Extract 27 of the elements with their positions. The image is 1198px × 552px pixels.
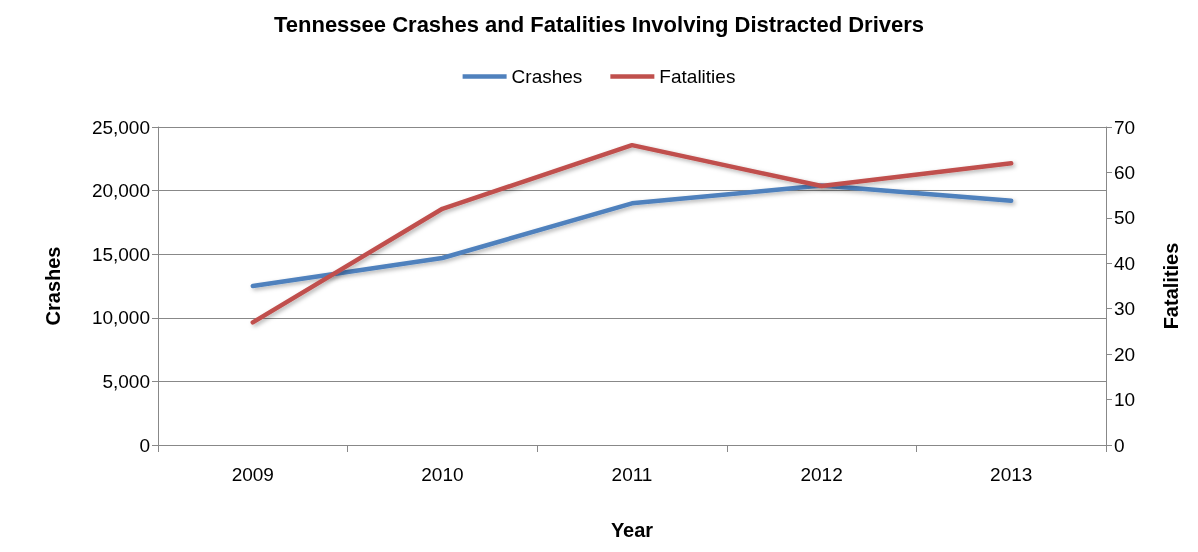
x-tick-label: 2010 bbox=[421, 464, 464, 485]
x-axis-title: Year bbox=[610, 519, 654, 541]
y2-tick-label: 10 bbox=[1114, 389, 1136, 411]
y2-tick-label: 0 bbox=[1114, 434, 1125, 456]
y2-tick-label: 20 bbox=[1114, 343, 1136, 365]
x-tick-label: 2011 bbox=[611, 464, 653, 485]
y-tick-label: 0 bbox=[139, 434, 150, 456]
y2-tick-label: 70 bbox=[1114, 116, 1136, 138]
line-series bbox=[250, 142, 1014, 325]
y-tick-label: 10,000 bbox=[91, 307, 150, 329]
y-tick-label: 20,000 bbox=[91, 180, 150, 202]
y-axis-title: Crashes bbox=[42, 246, 64, 326]
y2-tick-label: 60 bbox=[1114, 161, 1136, 183]
y2-axis-title: Fatalities bbox=[1160, 242, 1182, 330]
y2-tick-label: 30 bbox=[1114, 298, 1136, 320]
y-tick-label: 25,000 bbox=[91, 116, 150, 138]
y2-tick-label: 50 bbox=[1114, 207, 1136, 229]
legend-label: Crashes bbox=[511, 66, 583, 87]
y2-tick-label: 40 bbox=[1114, 252, 1136, 274]
x-tick-label: 2009 bbox=[231, 464, 274, 485]
y-tick-label: 5,000 bbox=[102, 370, 150, 392]
line-series bbox=[250, 183, 1014, 289]
legend-label: Fatalities bbox=[659, 66, 736, 87]
x-tick-label: 2013 bbox=[990, 464, 1033, 485]
chart-title: Tennessee Crashes and Fatalities Involving Distracted Drivers bbox=[273, 11, 925, 37]
x-tick-label: 2012 bbox=[800, 464, 843, 485]
y-tick-label: 15,000 bbox=[91, 243, 150, 265]
